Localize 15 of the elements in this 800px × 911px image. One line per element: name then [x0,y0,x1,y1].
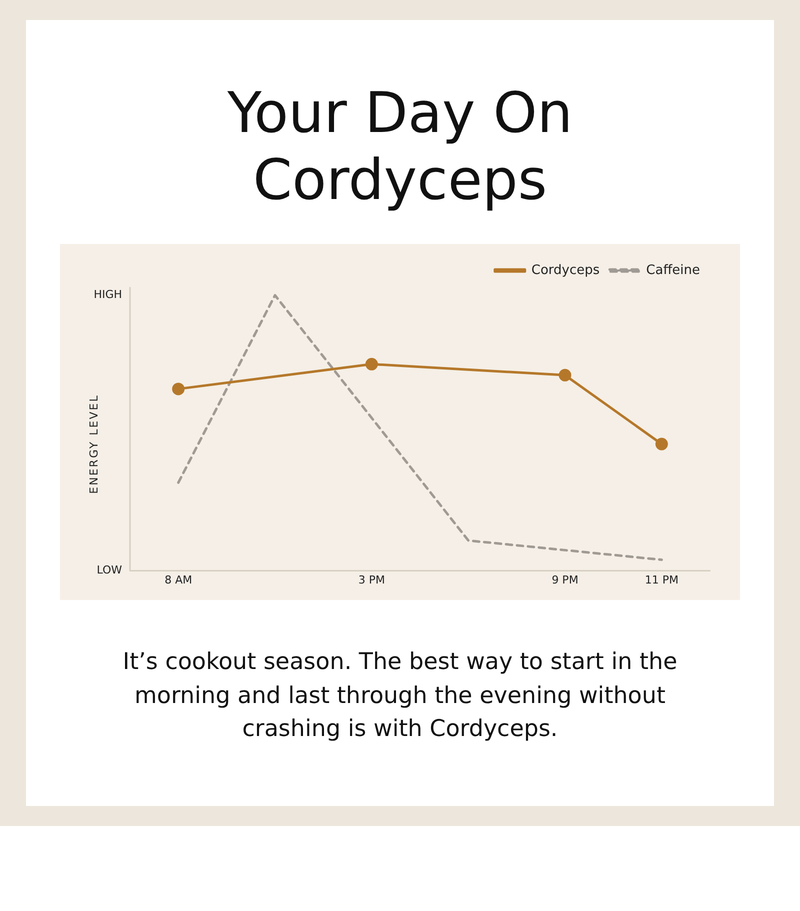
text: LOW [96,564,122,578]
legend-label: Cordyceps [531,263,600,278]
chart-title: Your Day On Cordyceps [226,80,574,214]
x-tick-label: 11 PM [644,574,678,587]
x-tick-label: 9 PM [552,574,578,587]
y-axis-title: ENERGY LEVEL [88,394,100,494]
point [558,369,572,382]
text: It’s cookout season. The best way to start in the morning and last through the evening without crashing is with Cordyceps. [122,648,678,744]
x-tick-label: 8 AM [164,574,192,587]
x-tick-label: 3 PM [358,574,385,587]
point [655,438,668,451]
point [365,358,378,371]
text: HIGH [94,288,122,302]
legend-label: Caffeine [646,263,700,278]
point [172,383,185,396]
